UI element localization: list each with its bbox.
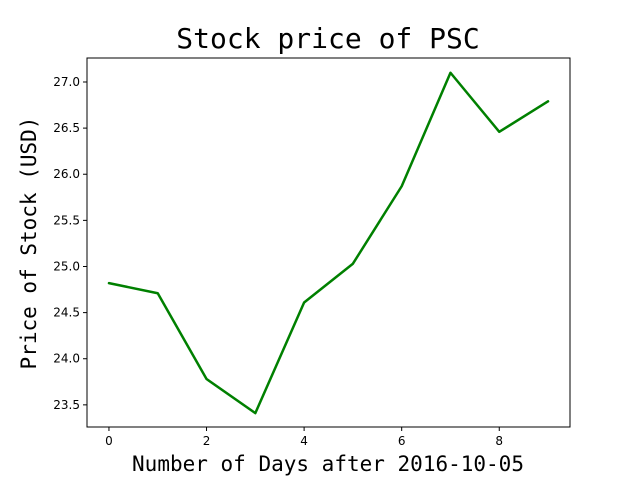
y-tick-label: 24.0 [53,352,80,366]
y-tick-label: 25.5 [53,213,80,227]
x-tick-label: 6 [398,434,406,448]
chart-title: Stock price of PSC [176,22,479,55]
x-tick-label: 8 [495,434,503,448]
series-line [107,71,550,415]
x-axis: 0 2 4 6 8 [105,427,503,448]
y-tick-label: 25.0 [53,259,80,273]
y-tick-label: 26.5 [53,121,80,135]
y-tick-label: 24.5 [53,306,80,320]
x-tick-label: 0 [105,434,113,448]
y-axis: 23.5 24.0 24.5 25.0 25.5 26.0 26.5 27.0 [53,75,87,412]
x-tick-label: 4 [300,434,308,448]
y-tick-label: 23.5 [53,398,80,412]
x-axis-label: Number of Days after 2016-10-05 [132,452,524,476]
axes-frame [86,57,571,428]
series-layer [107,71,550,415]
x-tick-label: 2 [203,434,211,448]
y-tick-label: 27.0 [53,75,80,89]
y-axis-label: Price of Stock (USD) [17,117,41,370]
y-tick-label: 26.0 [53,167,80,181]
